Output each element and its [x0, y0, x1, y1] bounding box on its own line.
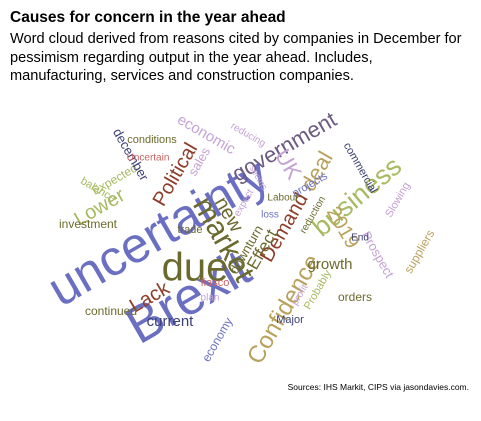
cloud-word-market: market [186, 191, 261, 287]
cloud-word-loss: loss [261, 210, 279, 221]
cloud-word-sales: sales [185, 144, 213, 178]
cloud-word-labour: Labour [267, 193, 299, 204]
cloud-word-investment: investment [59, 217, 118, 231]
cloud-word-orders: orders [338, 290, 372, 304]
cloud-word-government: government [228, 107, 341, 187]
cloud-word-uncertain: Uncertain [127, 153, 170, 164]
cloud-word-december: december [110, 126, 152, 184]
cloud-word-growth: growth [307, 256, 352, 273]
cloud-word-uncertainty: uncertainty [38, 146, 278, 317]
chart-subtitle: Word cloud derived from reasons cited by… [10, 31, 462, 85]
cloud-word-reducing: reducing [229, 121, 268, 150]
cloud-word-economy: economy [199, 315, 235, 364]
cloud-word-confidence: Confidence [242, 250, 326, 369]
cloud-word-projects: projects [290, 170, 330, 200]
chart-title: Causes for concern in the year ahead [10, 9, 286, 26]
cloud-word-new: new [210, 193, 248, 236]
cloud-word-probably: Probably [302, 268, 334, 312]
cloud-word-effect: Effect [243, 226, 281, 273]
cloud-word-demand: Demand [256, 189, 313, 265]
cloud-word-prospect: Prospect [359, 228, 398, 280]
cloud-word-suppliers: suppliers [401, 227, 437, 276]
cloud-word-current: current [147, 313, 195, 330]
cloud-word-expected: Expected [89, 161, 139, 198]
cloud-word-business: business [306, 151, 407, 242]
cloud-word-balance: balance [78, 175, 117, 205]
cloud-word-reduction: reduction [298, 195, 328, 236]
cloud-word-political: Political [149, 139, 203, 210]
cloud-word-plan: plan [201, 293, 220, 304]
cloud-word-fiasco: fiasco [201, 277, 230, 289]
cloud-word-major: Major [276, 314, 304, 326]
cloud-word-commercial: commercial [341, 141, 380, 196]
cloud-word-lack: Lack [126, 277, 174, 318]
cloud-word-due: due [162, 246, 229, 290]
cloud-word-lower: Lower [71, 184, 129, 230]
cloud-word-conditions: conditions [127, 134, 177, 146]
cloud-word-expect: expect [232, 187, 256, 218]
cloud-word-trade: trade [177, 224, 202, 236]
cloud-word-2019: 2019 [322, 203, 363, 253]
cloud-word-end: End [351, 233, 369, 244]
cloud-word-deal: deal [295, 147, 337, 196]
cloud-word-continued: continued [85, 304, 137, 318]
cloud-word-brexit: Brexit [116, 239, 261, 356]
source-note: Sources: IHS Markit, CIPS via jasondavie… [287, 382, 469, 392]
cloud-word-downturn: downturn [226, 223, 266, 277]
cloud-word-profit: profit [290, 283, 311, 308]
cloud-word-uk: UK [270, 145, 307, 184]
cloud-word-slowing: Slowing [383, 180, 413, 219]
cloud-word-economic: economic [174, 111, 239, 158]
cloud-word-seems: seems [248, 164, 270, 192]
